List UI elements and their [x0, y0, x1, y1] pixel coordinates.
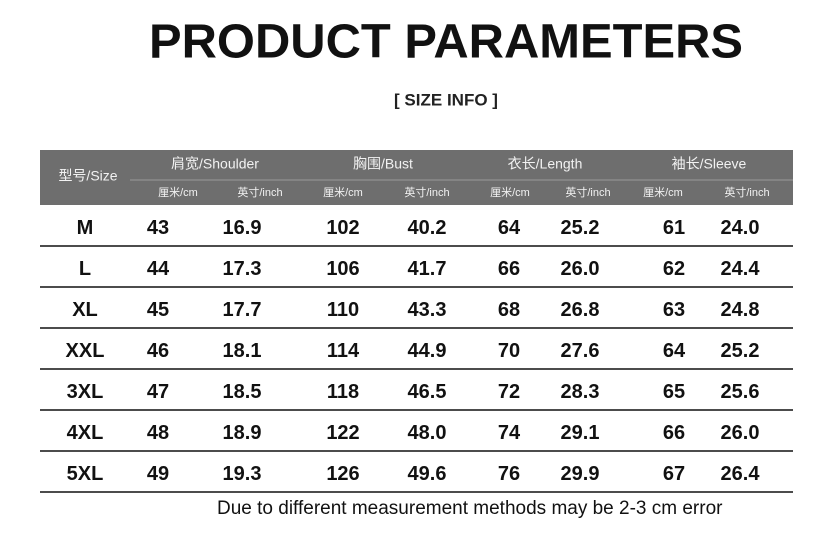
cell: 26.0 — [721, 422, 760, 444]
cell: 126 — [326, 463, 359, 485]
cell: 64 — [498, 217, 521, 239]
unit-header: 厘米/cm — [490, 186, 530, 199]
group-header: 衣长/Length — [508, 156, 583, 172]
cell: 25.6 — [721, 381, 760, 403]
group-header: 胸围/Bust — [353, 156, 413, 172]
cell: 29.1 — [561, 422, 600, 444]
cell: 63 — [663, 299, 685, 321]
cell: 29.9 — [561, 463, 600, 485]
cell: 43.3 — [408, 299, 447, 321]
group-header: 肩宽/Shoulder — [171, 156, 259, 172]
title: PRODUCT PARAMETERS — [149, 16, 743, 69]
cell: 48 — [147, 422, 169, 444]
cell: 24.0 — [721, 217, 760, 239]
cell: 47 — [147, 381, 169, 403]
cell: 66 — [663, 422, 685, 444]
unit-header: 英寸/inch — [565, 185, 610, 199]
cell: 17.3 — [223, 258, 262, 280]
cell: 3XL — [67, 381, 104, 403]
cell: 18.5 — [223, 381, 262, 403]
cell: 68 — [498, 299, 520, 321]
cell: 70 — [498, 340, 520, 362]
unit-header: 英寸/inch — [724, 185, 769, 199]
group-header: 袖长/Sleeve — [672, 156, 747, 172]
cell: 45 — [147, 299, 169, 321]
cell: 17.7 — [223, 299, 262, 321]
cell: 26.4 — [721, 463, 761, 485]
cell: 40.2 — [408, 217, 447, 239]
cell: 41.7 — [408, 258, 447, 280]
cell: 43 — [147, 217, 169, 239]
cell: L — [79, 258, 91, 280]
size-header: 型号/Size — [58, 168, 117, 184]
cell: XXL — [66, 340, 105, 362]
cell: 25.2 — [721, 340, 760, 362]
cell: XL — [72, 299, 98, 321]
cell: 18.9 — [223, 422, 262, 444]
cell: 114 — [327, 340, 360, 362]
cell: 24.8 — [721, 299, 760, 321]
cell: 64 — [663, 340, 686, 362]
cell: 65 — [663, 381, 685, 403]
cell: 24.4 — [721, 258, 761, 280]
cell: 67 — [663, 463, 685, 485]
cell: 106 — [326, 258, 359, 280]
cell: 49.6 — [408, 463, 447, 485]
cell: 66 — [498, 258, 520, 280]
cell: 49 — [147, 463, 169, 485]
unit-header: 英寸/inch — [404, 185, 449, 199]
cell: 74 — [498, 422, 521, 444]
cell: 72 — [498, 381, 520, 403]
cell: 26.8 — [561, 299, 600, 321]
cell: 48.0 — [408, 422, 447, 444]
cell: 18.1 — [223, 340, 262, 362]
cell: 61 — [663, 217, 685, 239]
cell: 27.6 — [561, 340, 600, 362]
unit-header: 英寸/inch — [237, 185, 282, 199]
cell: 5XL — [67, 463, 104, 485]
cell: 44.9 — [408, 340, 447, 362]
unit-header: 厘米/cm — [643, 186, 683, 199]
cell: 102 — [326, 217, 359, 239]
cell: 28.3 — [561, 381, 600, 403]
cell: 4XL — [67, 422, 104, 444]
cell: 118 — [327, 381, 359, 403]
subtitle: [ SIZE INFO ] — [394, 90, 498, 109]
unit-header: 厘米/cm — [158, 186, 198, 199]
cell: M — [77, 217, 94, 239]
cell: 46.5 — [408, 381, 447, 403]
cell: 44 — [147, 258, 170, 280]
cell: 76 — [498, 463, 520, 485]
unit-header: 厘米/cm — [323, 186, 363, 199]
cell: 110 — [327, 299, 359, 321]
cell: 26.0 — [561, 258, 600, 280]
cell: 16.9 — [223, 217, 262, 239]
cell: 122 — [326, 422, 359, 444]
header-band — [40, 150, 793, 205]
cell: 46 — [147, 340, 169, 362]
cell: 62 — [663, 258, 685, 280]
cell: 19.3 — [223, 463, 262, 485]
cell: 25.2 — [561, 217, 600, 239]
footnote: Due to different measurement methods may… — [217, 498, 723, 519]
